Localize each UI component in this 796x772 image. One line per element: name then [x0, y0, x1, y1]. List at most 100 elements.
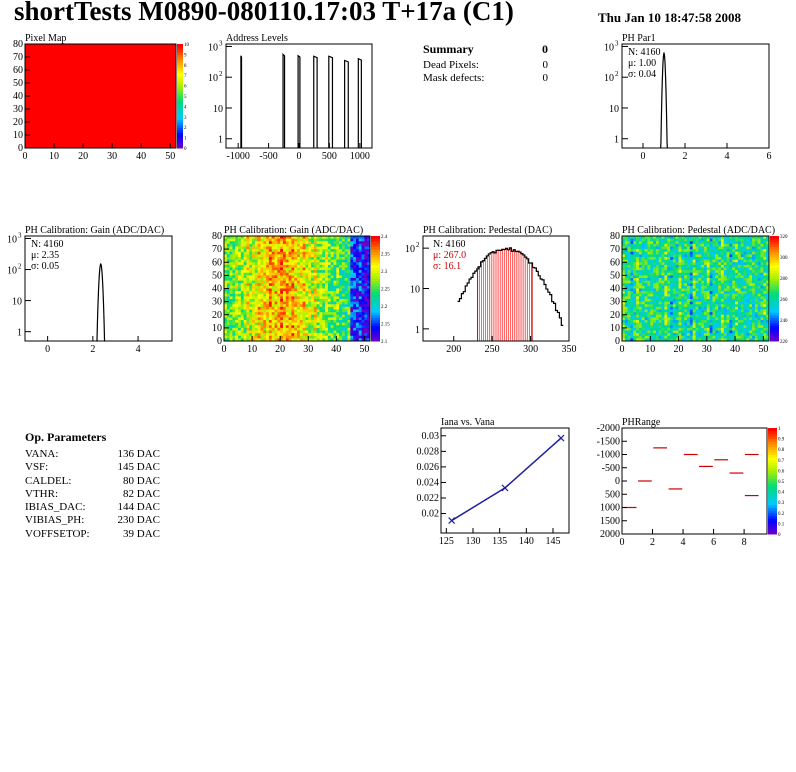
heatmap-cell	[729, 251, 733, 255]
heatmap-cell	[341, 325, 346, 329]
heatmap-cell	[297, 312, 301, 316]
heatmap-cell	[703, 320, 708, 324]
heatmap-cell	[243, 338, 247, 342]
heatmap-cell	[763, 335, 767, 339]
heatmap-cell	[257, 317, 261, 321]
heatmap-cell	[698, 309, 702, 313]
heatmap-cell	[268, 288, 273, 292]
heatmap-cell	[627, 320, 631, 324]
heatmap-cell	[263, 238, 267, 242]
heatmap-cell	[633, 267, 637, 271]
heatmap-cell	[743, 296, 747, 300]
heatmap-cell	[622, 312, 626, 316]
heatmap-cell	[760, 306, 764, 310]
heatmap-cell	[268, 317, 273, 321]
heatmap-cell	[670, 254, 674, 258]
x-tick-label: 140	[519, 536, 534, 547]
heatmap-cell	[622, 335, 626, 339]
heatmap-cell	[288, 317, 292, 321]
heatmap-cell	[268, 322, 273, 326]
heatmap-cell	[636, 283, 640, 287]
heatmap-cell	[684, 283, 688, 287]
heatmap-cell	[737, 301, 742, 305]
heatmap-cell	[667, 254, 671, 258]
heatmap-cell	[672, 293, 677, 297]
heatmap-cell	[282, 330, 287, 334]
heatmap-cell	[681, 309, 685, 313]
heatmap-cell	[246, 335, 250, 339]
heatmap-cell	[325, 333, 329, 337]
heatmap-cell	[341, 330, 346, 334]
heatmap-cell	[703, 272, 708, 276]
heatmap-cell	[641, 246, 646, 250]
heatmap-cell	[757, 325, 761, 329]
heatmap-cell	[294, 333, 298, 337]
heatmap-cell	[740, 283, 744, 287]
heatmap-cell	[644, 338, 648, 342]
heatmap-cell	[361, 322, 365, 326]
color-scale-segment	[770, 251, 779, 255]
heatmap-cell	[325, 299, 329, 303]
heatmap-cell	[675, 288, 679, 292]
y-tick-label: 0	[615, 336, 620, 347]
heatmap-cell	[336, 267, 340, 271]
heatmap-cell	[341, 296, 346, 300]
heatmap-cell	[330, 272, 334, 276]
heatmap-cell	[341, 259, 346, 263]
heatmap-cell	[243, 264, 247, 268]
heatmap-cell	[752, 270, 756, 274]
heatmap-cell	[327, 291, 332, 295]
heatmap-cell	[689, 312, 694, 316]
heatmap-cell	[277, 338, 281, 342]
heatmap-cell	[689, 264, 694, 268]
color-scale-segment	[770, 309, 779, 313]
heatmap-cell	[644, 312, 648, 316]
heatmap-cell	[344, 304, 348, 308]
param-value: 39 DAC	[123, 527, 160, 540]
heatmap-cell	[235, 288, 239, 292]
heatmap-cell	[336, 254, 340, 258]
heatmap-cell	[624, 296, 629, 300]
color-scale-segment	[177, 119, 183, 123]
heatmap-cell	[667, 257, 671, 261]
heatmap-cell	[678, 291, 682, 295]
heatmap-cell	[322, 306, 326, 310]
heatmap-cell	[280, 330, 284, 334]
heatmap-cell	[294, 322, 298, 326]
x-tick-label: 20	[674, 344, 684, 355]
heatmap-cell	[732, 272, 736, 276]
heatmap-cell	[695, 306, 699, 310]
heatmap-cell	[740, 296, 744, 300]
heatmap-cell	[327, 283, 332, 287]
heatmap-cell	[678, 280, 682, 284]
heatmap-cell	[254, 320, 259, 324]
y-tick-label: 3	[615, 39, 619, 47]
x-tick-label: 1000	[350, 151, 370, 162]
heatmap-cell	[313, 325, 318, 329]
heatmap-cell	[325, 306, 329, 310]
heatmap-cell	[670, 246, 674, 250]
heatmap-cell	[749, 278, 753, 282]
heatmap-cell	[229, 293, 233, 297]
heatmap-cell	[681, 236, 685, 240]
heatmap-cell	[246, 278, 250, 282]
heatmap-cell	[288, 267, 292, 271]
heatmap-cell	[746, 272, 750, 276]
heatmap-cell	[319, 238, 323, 242]
heatmap-cell	[297, 254, 301, 258]
heatmap-cell	[743, 322, 747, 326]
heatmap-cell	[260, 243, 264, 247]
heatmap-cell	[330, 257, 334, 261]
heatmap-cell	[661, 283, 665, 287]
heatmap-cell	[684, 333, 688, 337]
heatmap-cell	[313, 283, 318, 287]
heatmap-cell	[252, 259, 256, 263]
heatmap-cell	[760, 296, 764, 300]
heatmap-cell	[355, 327, 360, 331]
heatmap-cell	[664, 246, 668, 250]
heatmap-cell	[316, 288, 320, 292]
heatmap-cell	[361, 238, 365, 242]
heatmap-cell	[754, 275, 759, 279]
heatmap-cell	[743, 320, 747, 324]
heatmap-cell	[687, 249, 691, 253]
